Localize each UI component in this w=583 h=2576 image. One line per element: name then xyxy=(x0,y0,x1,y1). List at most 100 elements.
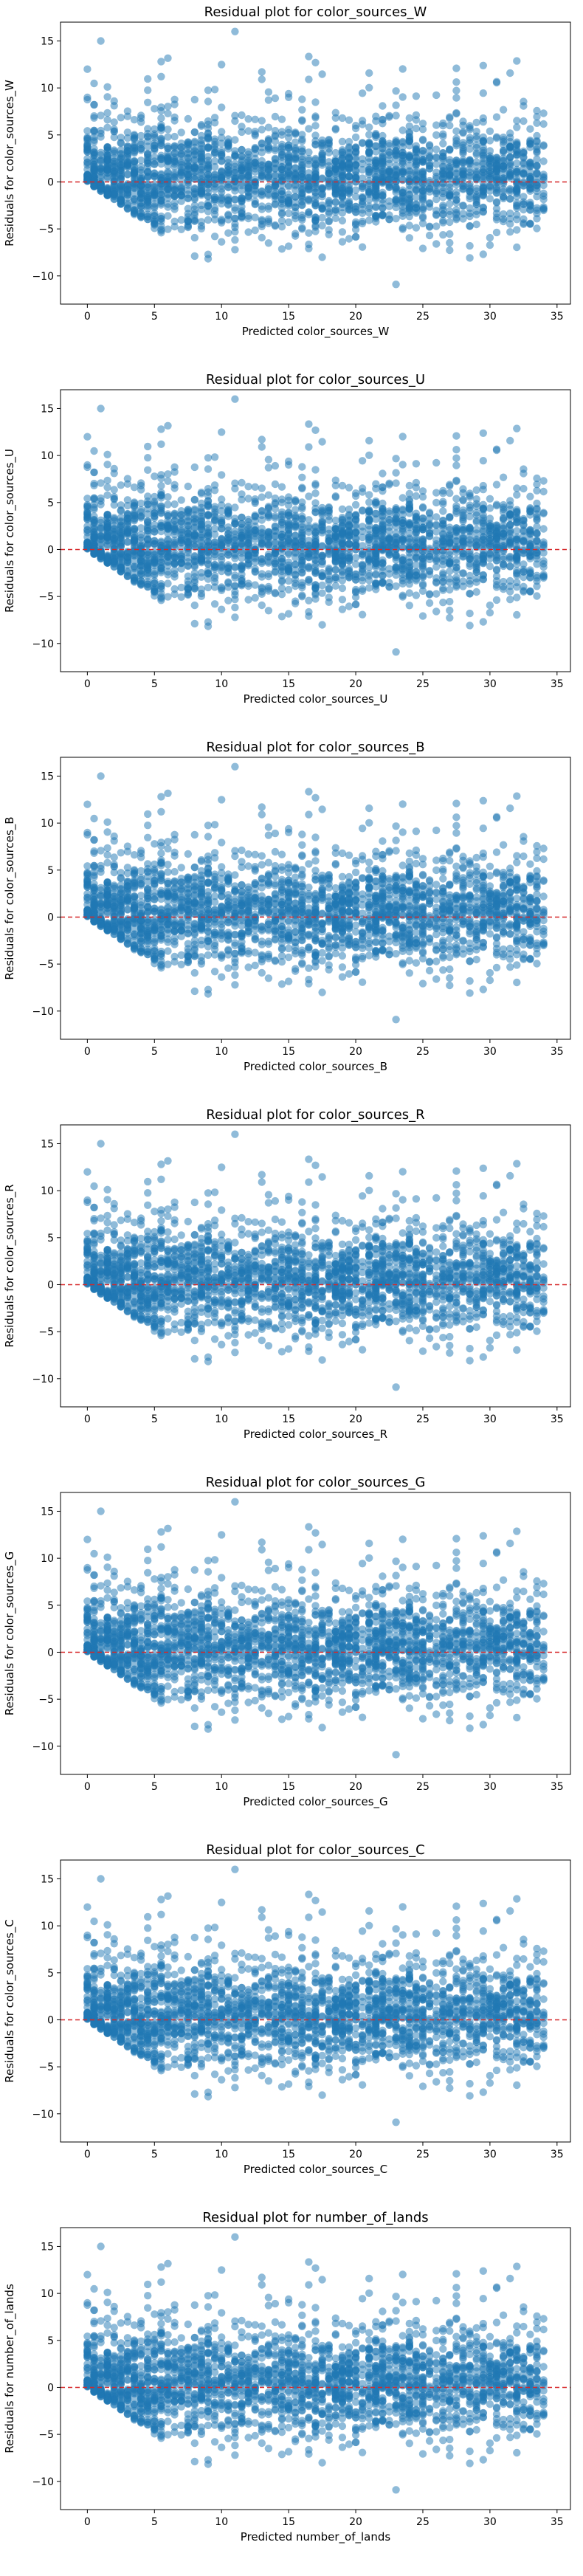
data-point xyxy=(151,525,158,532)
data-point xyxy=(157,585,165,593)
data-point xyxy=(392,204,399,211)
data-point xyxy=(144,99,151,106)
data-point xyxy=(103,83,111,91)
data-point xyxy=(365,69,373,77)
data-point xyxy=(191,573,199,580)
data-point xyxy=(500,147,507,154)
data-point xyxy=(218,140,225,147)
data-point xyxy=(539,525,547,532)
data-point xyxy=(151,472,158,480)
data-point xyxy=(224,166,232,173)
data-point xyxy=(419,244,427,252)
data-point xyxy=(345,602,353,610)
data-point xyxy=(151,169,158,176)
data-point xyxy=(325,170,333,177)
data-point xyxy=(513,484,520,492)
data-point xyxy=(325,162,333,170)
data-point xyxy=(359,611,366,619)
data-point xyxy=(218,128,225,135)
data-point xyxy=(352,542,359,549)
data-point xyxy=(372,142,379,150)
data-point xyxy=(480,250,487,258)
data-point xyxy=(164,422,171,430)
data-point xyxy=(359,120,366,128)
y-tick-label: 15 xyxy=(41,35,54,47)
data-point xyxy=(452,134,460,142)
data-point xyxy=(432,145,440,153)
data-point xyxy=(413,534,420,541)
data-point xyxy=(318,185,325,193)
data-point xyxy=(244,596,252,603)
data-point xyxy=(224,193,232,201)
data-point xyxy=(265,202,272,210)
data-point xyxy=(238,123,245,130)
data-point xyxy=(90,101,97,109)
data-point xyxy=(211,173,218,181)
data-point xyxy=(178,553,185,560)
data-point xyxy=(526,168,534,176)
data-point xyxy=(452,502,460,509)
data-point xyxy=(238,582,245,589)
data-point xyxy=(218,151,225,159)
data-point xyxy=(500,185,507,193)
data-point xyxy=(265,464,272,471)
data-point xyxy=(111,97,118,105)
data-point xyxy=(466,492,473,499)
data-point xyxy=(157,114,165,122)
data-point xyxy=(298,582,306,589)
data-point xyxy=(539,109,547,117)
data-point xyxy=(144,559,151,566)
data-point xyxy=(258,602,266,609)
data-point xyxy=(365,507,373,514)
y-tick-label: 5 xyxy=(47,130,54,142)
data-point xyxy=(446,145,453,153)
data-point xyxy=(486,562,494,570)
data-point xyxy=(252,130,259,137)
data-point xyxy=(513,141,520,148)
data-point xyxy=(278,585,286,592)
data-point xyxy=(305,597,312,605)
data-point xyxy=(466,577,473,585)
data-point xyxy=(446,598,453,605)
data-point xyxy=(137,531,145,538)
data-point xyxy=(513,177,520,185)
data-point xyxy=(144,183,151,190)
data-point xyxy=(379,145,386,152)
data-point xyxy=(252,213,259,221)
data-point xyxy=(318,151,325,158)
data-point xyxy=(506,588,514,595)
data-point xyxy=(466,562,473,570)
data-point xyxy=(332,215,339,222)
data-point xyxy=(513,211,520,218)
data-point xyxy=(513,57,520,64)
data-point xyxy=(311,590,319,597)
data-point xyxy=(473,588,480,596)
data-point xyxy=(244,212,252,219)
data-point xyxy=(392,171,399,179)
data-point xyxy=(385,148,393,156)
data-point xyxy=(439,190,446,197)
data-point xyxy=(170,133,178,140)
data-point xyxy=(345,150,353,157)
data-point xyxy=(493,446,500,453)
data-point xyxy=(311,213,319,221)
data-point xyxy=(466,124,473,131)
data-point xyxy=(211,503,218,510)
data-point xyxy=(332,582,339,590)
data-point xyxy=(178,167,185,174)
data-point xyxy=(406,602,413,609)
data-point xyxy=(506,185,514,193)
data-point xyxy=(137,156,145,164)
data-point xyxy=(446,165,453,173)
data-point xyxy=(452,432,460,439)
data-point xyxy=(533,224,540,232)
data-point xyxy=(258,221,266,228)
data-point xyxy=(191,512,199,519)
data-point xyxy=(292,175,299,182)
data-point xyxy=(332,576,339,583)
data-point xyxy=(170,142,178,150)
data-point xyxy=(137,524,145,531)
data-point xyxy=(238,562,245,570)
data-point xyxy=(298,183,306,190)
